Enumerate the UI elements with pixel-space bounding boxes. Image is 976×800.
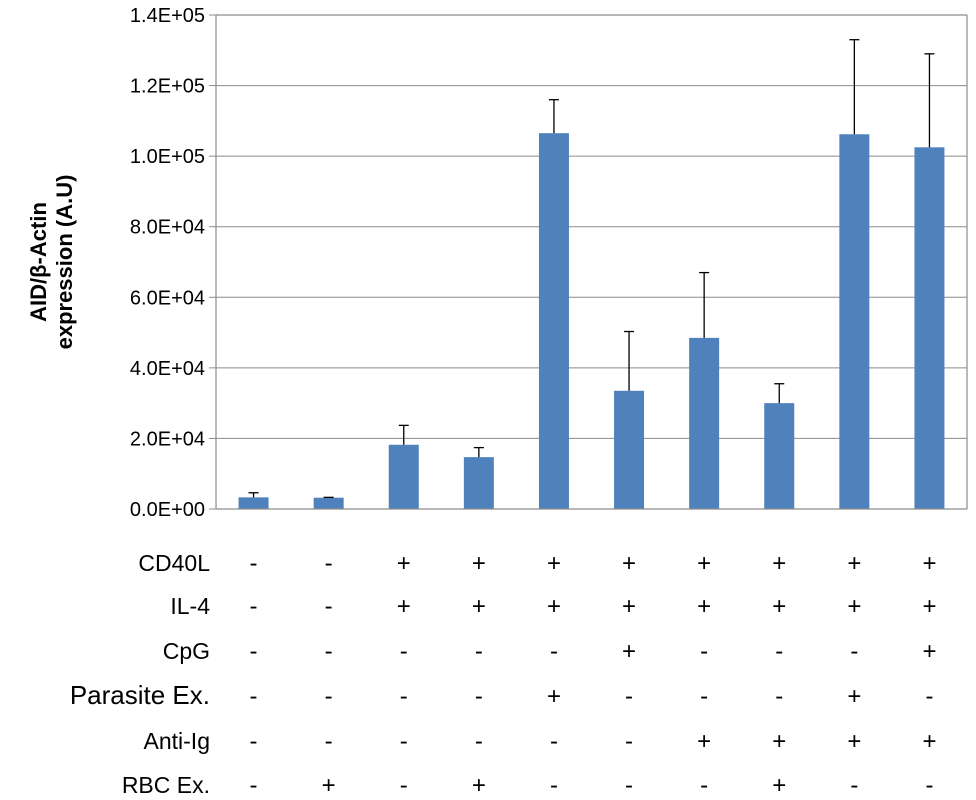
condition-sign: - xyxy=(550,772,558,799)
condition-sign: - xyxy=(550,638,558,665)
condition-sign: - xyxy=(250,728,258,755)
y-axis-label-line-1: AID/β-Actin xyxy=(26,202,51,322)
condition-sign: + xyxy=(922,728,936,755)
y-axis-label-line-2: expression (A.U) xyxy=(52,175,77,350)
error-bars xyxy=(248,39,935,499)
y-tick-label: 8.0E+04 xyxy=(130,217,205,239)
condition-sign: - xyxy=(700,772,708,799)
condition-sign: + xyxy=(622,550,636,577)
condition-sign: + xyxy=(472,593,486,620)
condition-sign: + xyxy=(697,550,711,577)
condition-sign: + xyxy=(922,638,936,665)
condition-label: CpG xyxy=(163,638,210,664)
condition-sign: - xyxy=(775,638,783,665)
condition-sign: - xyxy=(550,728,558,755)
y-tick-label: 1.4E+05 xyxy=(130,5,205,27)
condition-sign: + xyxy=(397,550,411,577)
condition-sign: + xyxy=(922,550,936,577)
condition-sign: - xyxy=(250,593,258,620)
condition-sign: + xyxy=(772,728,786,755)
condition-sign: - xyxy=(700,638,708,665)
condition-sign: + xyxy=(772,593,786,620)
bar xyxy=(238,497,269,509)
y-axis-ticks: 0.0E+00 2.0E+04 4.0E+04 6.0E+04 8.0E+04 1.0E+… xyxy=(130,5,216,521)
bar xyxy=(313,497,344,509)
condition-sign: - xyxy=(400,683,408,710)
y-tick-label: 4.0E+04 xyxy=(130,358,205,380)
condition-sign: - xyxy=(325,550,333,577)
condition-sign: + xyxy=(922,593,936,620)
condition-sign: - xyxy=(325,683,333,710)
condition-sign: + xyxy=(847,683,861,710)
condition-label: RBC Ex. xyxy=(122,772,210,798)
condition-sign: + xyxy=(547,550,561,577)
condition-label: CD40L xyxy=(138,550,210,576)
condition-sign: - xyxy=(400,772,408,799)
condition-sign: + xyxy=(322,772,336,799)
condition-sign: - xyxy=(475,638,483,665)
y-tick-label: 1.0E+05 xyxy=(130,146,205,168)
condition-label: Parasite Ex. xyxy=(70,680,210,710)
condition-sign: - xyxy=(475,683,483,710)
condition-sign: - xyxy=(250,683,258,710)
condition-sign: + xyxy=(397,593,411,620)
axes xyxy=(215,14,968,510)
condition-sign: - xyxy=(250,550,258,577)
condition-sign: - xyxy=(250,772,258,799)
condition-sign: - xyxy=(925,683,933,710)
condition-sign: - xyxy=(325,638,333,665)
condition-sign: - xyxy=(925,772,933,799)
y-tick-label: 6.0E+04 xyxy=(130,287,205,309)
condition-sign: + xyxy=(772,772,786,799)
bar xyxy=(689,337,720,509)
condition-sign: + xyxy=(772,550,786,577)
y-tick-label: 1.2E+05 xyxy=(130,76,205,98)
condition-sign: + xyxy=(547,593,561,620)
bar xyxy=(839,134,870,509)
condition-label: IL-4 xyxy=(170,593,210,619)
condition-label: Anti-Ig xyxy=(144,728,210,754)
condition-sign: + xyxy=(847,728,861,755)
condition-sign: + xyxy=(622,593,636,620)
condition-sign: - xyxy=(625,728,633,755)
condition-sign: + xyxy=(697,728,711,755)
bars xyxy=(238,133,945,510)
condition-sign: - xyxy=(625,683,633,710)
bar xyxy=(538,133,569,509)
y-tick-label: 0.0E+00 xyxy=(130,499,205,521)
condition-sign: + xyxy=(622,638,636,665)
y-tick-label: 2.0E+04 xyxy=(130,428,205,450)
condition-sign: + xyxy=(547,683,561,710)
condition-sign: - xyxy=(325,728,333,755)
condition-sign: - xyxy=(400,728,408,755)
condition-sign: - xyxy=(475,728,483,755)
condition-sign: - xyxy=(850,638,858,665)
bar xyxy=(764,403,795,509)
condition-sign: - xyxy=(625,772,633,799)
condition-sign: - xyxy=(250,638,258,665)
condition-sign: - xyxy=(400,638,408,665)
bar xyxy=(914,147,945,510)
condition-sign: - xyxy=(325,593,333,620)
condition-sign: + xyxy=(847,593,861,620)
condition-sign: - xyxy=(700,683,708,710)
condition-sign: + xyxy=(847,550,861,577)
condition-sign: - xyxy=(775,683,783,710)
bar xyxy=(614,390,645,509)
condition-sign: + xyxy=(697,593,711,620)
condition-sign: + xyxy=(472,550,486,577)
condition-sign: + xyxy=(472,772,486,799)
bar xyxy=(388,444,419,509)
condition-table: CD40L - - + + + + + + + + IL-4 - - + + + + + + + + CpG - - - - - + - -… xyxy=(70,550,937,799)
condition-sign: - xyxy=(850,772,858,799)
bar xyxy=(463,457,494,509)
